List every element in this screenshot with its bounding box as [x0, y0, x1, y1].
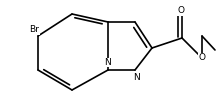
- Text: N: N: [133, 73, 140, 82]
- Text: O: O: [178, 6, 184, 15]
- Text: Br: Br: [30, 26, 39, 35]
- Text: N: N: [104, 58, 111, 67]
- Text: O: O: [199, 53, 205, 62]
